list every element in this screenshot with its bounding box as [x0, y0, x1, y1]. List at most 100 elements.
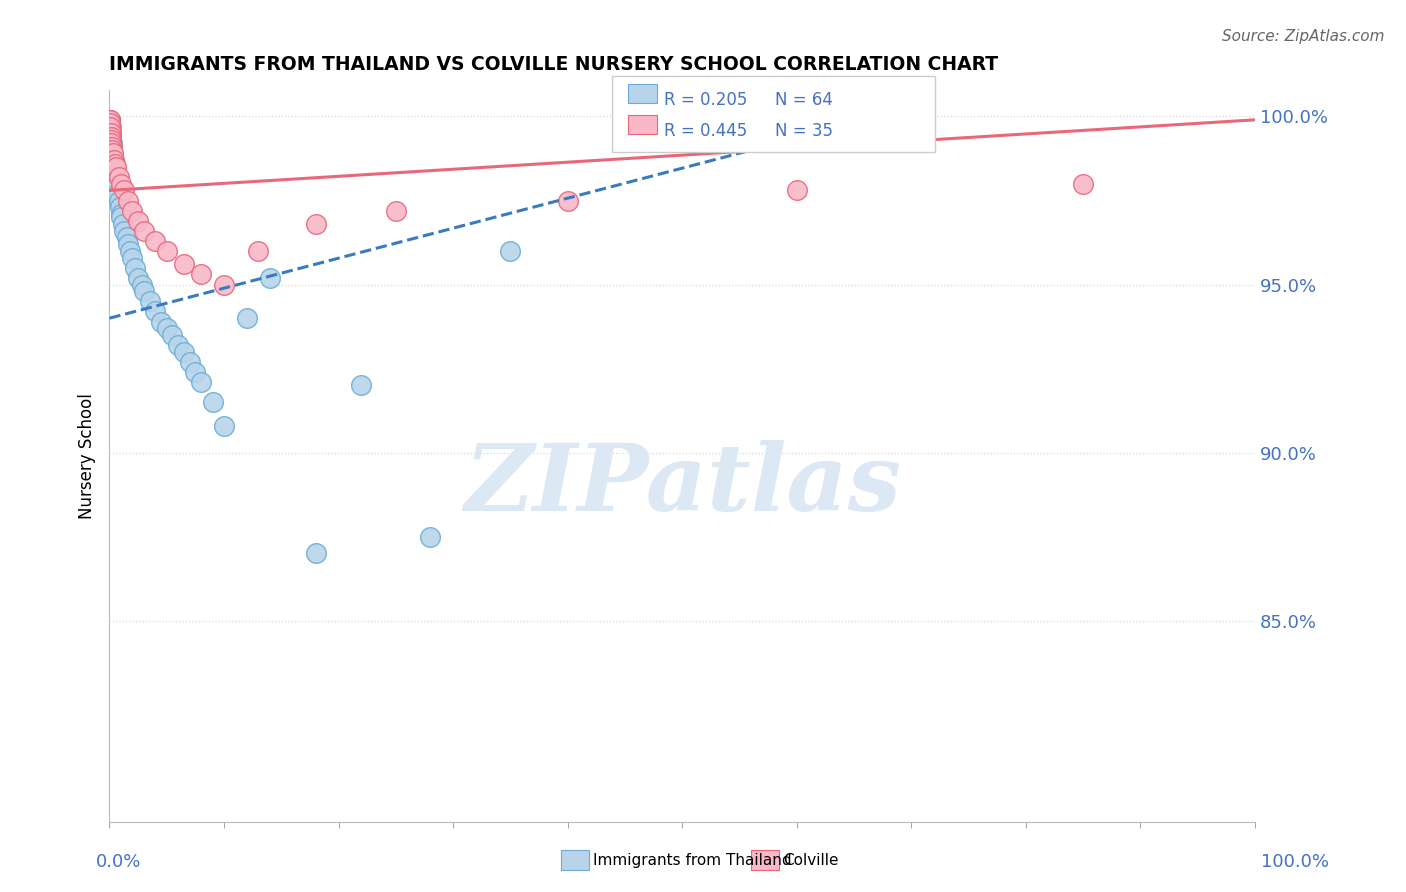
Point: [304, 217, 326, 231]
Point: [103, 163, 125, 178]
Point: [112, 224, 135, 238]
Point: [385, 203, 408, 218]
Point: [117, 194, 139, 208]
Point: [98, 116, 121, 130]
Point: [143, 304, 166, 318]
Point: [101, 143, 124, 157]
Point: [184, 365, 207, 379]
Point: [131, 277, 153, 292]
Point: [190, 268, 212, 282]
Point: [98, 116, 121, 130]
Point: [100, 116, 122, 130]
Point: [101, 153, 124, 168]
Text: R = 0.205: R = 0.205: [664, 91, 747, 109]
Point: [557, 194, 579, 208]
Point: [100, 120, 122, 134]
Point: [101, 143, 124, 157]
Point: [117, 237, 139, 252]
Text: R = 0.445: R = 0.445: [664, 122, 747, 140]
Point: [786, 183, 808, 197]
Point: [156, 244, 179, 258]
Point: [98, 120, 121, 134]
Point: [173, 257, 195, 271]
Point: [110, 211, 132, 225]
Point: [101, 156, 124, 170]
Point: [419, 530, 441, 544]
Text: Immigrants from Thailand: Immigrants from Thailand: [593, 853, 792, 868]
Point: [100, 120, 122, 134]
Point: [127, 213, 149, 227]
Point: [350, 378, 373, 392]
Point: [162, 328, 184, 343]
Point: [236, 311, 259, 326]
Point: [100, 129, 122, 144]
Point: [98, 112, 121, 127]
Point: [98, 123, 121, 137]
Point: [110, 207, 132, 221]
Point: [108, 200, 131, 214]
Point: [103, 167, 125, 181]
Point: [143, 234, 166, 248]
Point: [247, 244, 270, 258]
Point: [499, 244, 522, 258]
Point: [100, 126, 122, 140]
Point: [100, 129, 122, 144]
Point: [100, 139, 122, 153]
Point: [107, 194, 129, 208]
Point: [103, 160, 125, 174]
Point: [112, 183, 135, 197]
Point: [98, 120, 121, 134]
Point: [156, 321, 179, 335]
Point: [98, 112, 121, 127]
Point: [132, 224, 155, 238]
Point: [132, 285, 155, 299]
Point: [101, 150, 124, 164]
Text: N = 35: N = 35: [775, 122, 832, 140]
Point: [100, 133, 122, 147]
Point: [100, 123, 122, 137]
Point: [98, 116, 121, 130]
Point: [100, 139, 122, 153]
Point: [104, 156, 127, 170]
Point: [100, 133, 122, 147]
Point: [100, 129, 122, 144]
Point: [100, 136, 122, 151]
Point: [173, 344, 195, 359]
Text: N = 64: N = 64: [775, 91, 832, 109]
Point: [167, 338, 190, 352]
Point: [121, 251, 143, 265]
Point: [259, 270, 281, 285]
Text: ZIPatlas: ZIPatlas: [464, 441, 901, 531]
Point: [104, 169, 127, 184]
Point: [100, 126, 122, 140]
Point: [101, 146, 124, 161]
Point: [98, 112, 121, 127]
Point: [107, 186, 129, 201]
Y-axis label: Nursery School: Nursery School: [79, 393, 96, 519]
Point: [107, 169, 129, 184]
Point: [110, 177, 132, 191]
Point: [179, 355, 201, 369]
Point: [100, 133, 122, 147]
Point: [124, 260, 146, 275]
Point: [101, 146, 124, 161]
Point: [1071, 177, 1094, 191]
Point: [304, 546, 326, 560]
Point: [100, 136, 122, 151]
Text: Colville: Colville: [783, 853, 838, 868]
Point: [100, 139, 122, 153]
Point: [98, 120, 121, 134]
Point: [212, 418, 235, 433]
Text: 0.0%: 0.0%: [96, 853, 141, 871]
Point: [138, 294, 160, 309]
Point: [115, 230, 138, 244]
Text: Source: ZipAtlas.com: Source: ZipAtlas.com: [1222, 29, 1385, 45]
Point: [100, 136, 122, 151]
Point: [105, 180, 128, 194]
Point: [103, 153, 125, 168]
Point: [127, 270, 149, 285]
Text: IMMIGRANTS FROM THAILAND VS COLVILLE NURSERY SCHOOL CORRELATION CHART: IMMIGRANTS FROM THAILAND VS COLVILLE NUR…: [110, 55, 998, 74]
Point: [98, 116, 121, 130]
Point: [201, 395, 224, 409]
Point: [112, 217, 135, 231]
